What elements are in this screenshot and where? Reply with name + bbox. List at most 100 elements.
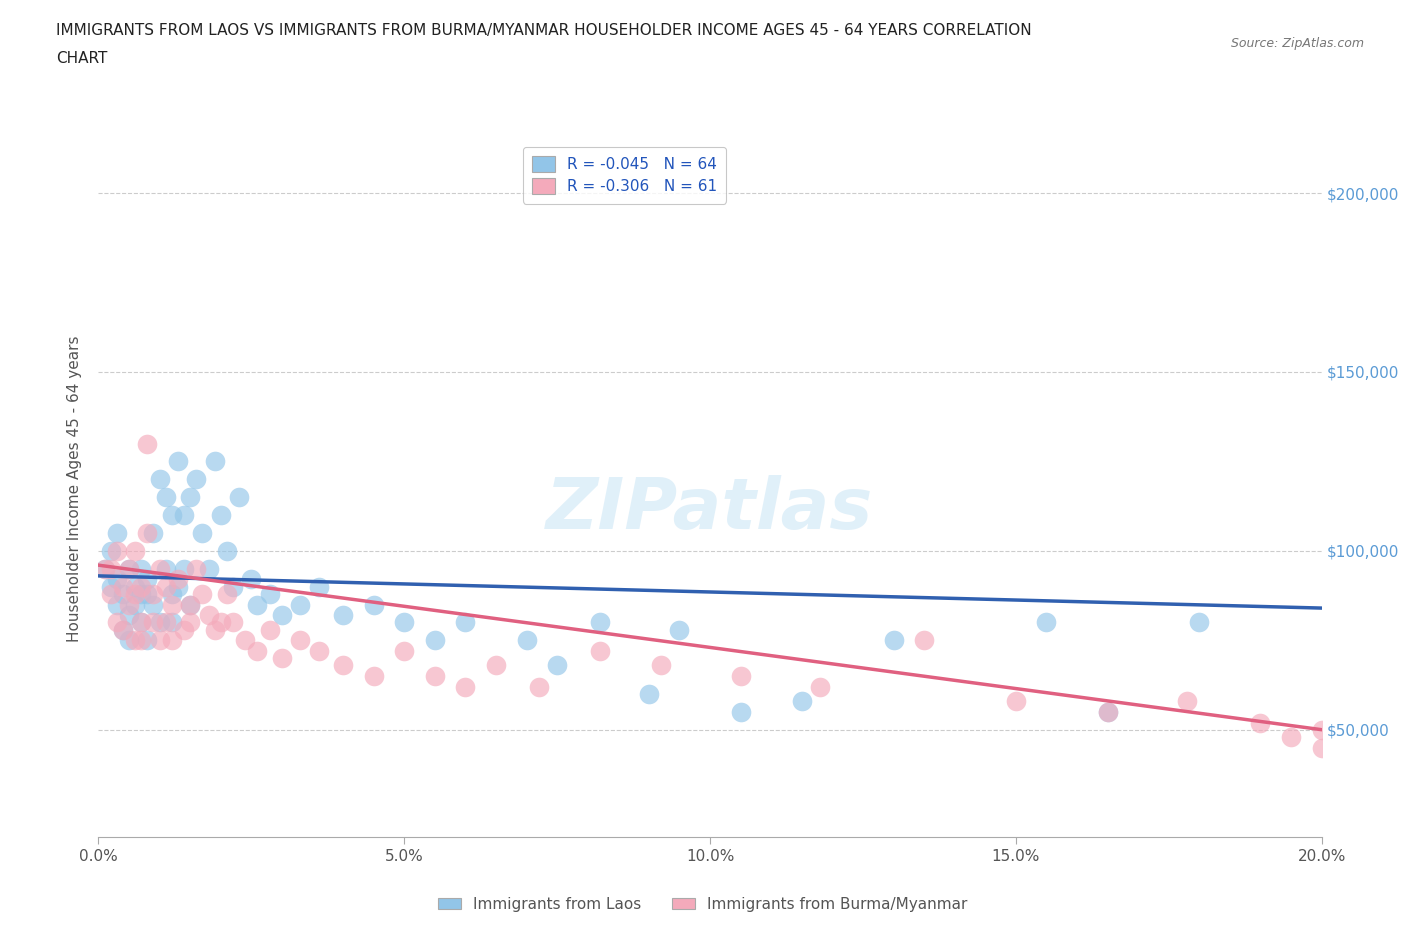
Point xyxy=(259,586,281,601)
Point xyxy=(516,632,538,647)
Point xyxy=(1175,694,1198,709)
Point xyxy=(912,632,935,647)
Point xyxy=(215,543,238,558)
Point xyxy=(155,490,177,505)
Point xyxy=(1310,723,1333,737)
Point xyxy=(454,679,477,694)
Point xyxy=(160,586,183,601)
Point xyxy=(186,562,208,577)
Point xyxy=(730,704,752,719)
Point xyxy=(136,586,159,601)
Point xyxy=(173,622,195,637)
Point xyxy=(197,608,219,623)
Point xyxy=(233,632,256,647)
Point xyxy=(228,490,250,505)
Point xyxy=(246,644,269,658)
Point xyxy=(118,608,141,623)
Point xyxy=(423,632,446,647)
Point xyxy=(160,508,183,523)
Point xyxy=(308,644,330,658)
Point xyxy=(105,543,128,558)
Point xyxy=(197,562,219,577)
Point xyxy=(1279,729,1302,744)
Point xyxy=(111,579,134,594)
Point xyxy=(240,572,263,587)
Point xyxy=(179,615,201,630)
Point xyxy=(246,597,269,612)
Point xyxy=(173,508,195,523)
Point xyxy=(191,586,214,601)
Point xyxy=(392,615,416,630)
Point xyxy=(142,615,165,630)
Point xyxy=(173,562,195,577)
Point xyxy=(332,608,354,623)
Point xyxy=(209,615,232,630)
Point xyxy=(392,644,416,658)
Point xyxy=(149,472,172,486)
Text: CHART: CHART xyxy=(56,51,108,66)
Point xyxy=(100,543,122,558)
Text: ZIPatlas: ZIPatlas xyxy=(547,474,873,544)
Point xyxy=(118,597,141,612)
Point xyxy=(332,658,354,672)
Point xyxy=(1310,740,1333,755)
Point xyxy=(105,572,128,587)
Point xyxy=(167,579,190,594)
Point xyxy=(423,669,446,684)
Point xyxy=(637,686,661,701)
Point xyxy=(149,562,172,577)
Point xyxy=(149,632,172,647)
Point xyxy=(308,579,330,594)
Legend: Immigrants from Laos, Immigrants from Burma/Myanmar: Immigrants from Laos, Immigrants from Bu… xyxy=(432,891,974,918)
Point xyxy=(160,615,183,630)
Point xyxy=(790,694,813,709)
Point xyxy=(167,572,190,587)
Point xyxy=(1097,704,1119,719)
Point xyxy=(167,454,190,469)
Point xyxy=(111,586,134,601)
Point xyxy=(129,586,152,601)
Point xyxy=(454,615,477,630)
Point xyxy=(1035,615,1057,630)
Point xyxy=(149,615,172,630)
Point xyxy=(589,615,612,630)
Point xyxy=(105,615,128,630)
Point xyxy=(179,597,201,612)
Text: IMMIGRANTS FROM LAOS VS IMMIGRANTS FROM BURMA/MYANMAR HOUSEHOLDER INCOME AGES 45: IMMIGRANTS FROM LAOS VS IMMIGRANTS FROM … xyxy=(56,23,1032,38)
Point xyxy=(111,622,134,637)
Point xyxy=(105,597,128,612)
Point xyxy=(142,525,165,540)
Point xyxy=(191,525,214,540)
Point xyxy=(1249,715,1271,730)
Point xyxy=(136,525,159,540)
Point xyxy=(204,622,226,637)
Point xyxy=(136,436,159,451)
Point xyxy=(485,658,508,672)
Point xyxy=(1097,704,1119,719)
Point xyxy=(100,562,122,577)
Text: Source: ZipAtlas.com: Source: ZipAtlas.com xyxy=(1230,37,1364,50)
Point xyxy=(129,615,152,630)
Point xyxy=(209,508,232,523)
Point xyxy=(93,562,115,577)
Point xyxy=(160,632,183,647)
Point xyxy=(124,543,146,558)
Point xyxy=(118,632,141,647)
Point xyxy=(129,562,152,577)
Point xyxy=(270,651,292,666)
Point xyxy=(1004,694,1026,709)
Point xyxy=(129,615,152,630)
Point xyxy=(100,586,122,601)
Point xyxy=(124,586,146,601)
Point xyxy=(186,472,208,486)
Point xyxy=(118,562,141,577)
Point xyxy=(668,622,690,637)
Point xyxy=(155,562,177,577)
Point xyxy=(222,579,245,594)
Point xyxy=(93,562,115,577)
Point xyxy=(290,632,312,647)
Point xyxy=(204,454,226,469)
Point xyxy=(100,579,122,594)
Legend: R = -0.045   N = 64, R = -0.306   N = 61: R = -0.045 N = 64, R = -0.306 N = 61 xyxy=(523,147,727,204)
Point xyxy=(883,632,905,647)
